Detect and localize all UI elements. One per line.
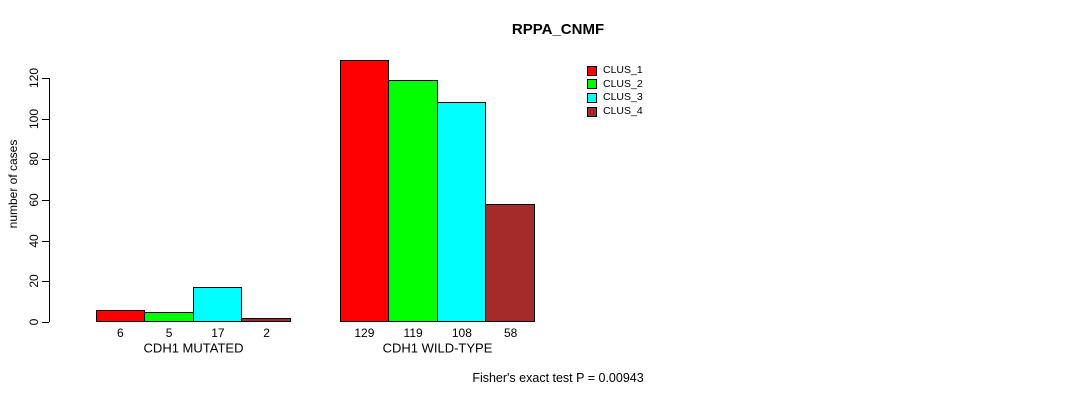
legend: CLUS_1 CLUS_2 CLUS_3 CLUS_4 — [587, 64, 643, 118]
bar-clus_2-group1 — [143, 311, 194, 322]
y-tick-label: 20 — [27, 274, 41, 289]
legend-item-label: CLUS_1 — [603, 64, 643, 77]
chart-title: RPPA_CNMF — [511, 21, 605, 38]
y-tick-mark — [42, 118, 49, 120]
legend-swatch-icon — [587, 92, 597, 103]
bar-value-label: 58 — [503, 326, 518, 340]
legend-swatch-icon — [587, 79, 597, 90]
legend-item: CLUS_2 — [587, 78, 643, 92]
bar-clus_4-group1 — [241, 317, 291, 322]
legend-swatch-icon — [587, 65, 597, 76]
bar-clus_2-group2 — [387, 80, 438, 322]
y-tick-label: 80 — [27, 152, 41, 167]
legend-item: CLUS_4 — [587, 105, 643, 119]
annotation-text: Fisher's exact test P = 0.00943 — [472, 371, 644, 385]
y-tick-label: 120 — [27, 67, 41, 89]
bar-value-label: 119 — [403, 326, 423, 340]
y-tick-mark — [42, 200, 49, 201]
legend-item-label: CLUS_3 — [603, 91, 643, 104]
bar-clus_1-group2 — [340, 59, 389, 322]
y-axis-label: number of cases — [6, 139, 20, 229]
y-axis-line — [49, 78, 50, 322]
legend-swatch-icon — [587, 106, 597, 117]
bar-value-label: 2 — [263, 326, 270, 340]
bar-clus_3-group1 — [192, 287, 243, 322]
y-tick-label: 60 — [27, 193, 41, 207]
bar-value-label: 17 — [211, 326, 225, 340]
y-tick-mark — [42, 240, 49, 242]
bar-value-label: 129 — [354, 326, 375, 340]
y-tick-label: 40 — [27, 233, 41, 248]
legend-item-label: CLUS_2 — [603, 77, 643, 90]
y-tick-label: 100 — [27, 108, 41, 129]
bar-clus_1-group1 — [96, 309, 145, 322]
y-tick-mark — [42, 322, 49, 323]
x-category-label: CDH1 MUTATED — [143, 340, 244, 356]
y-tick-mark — [42, 159, 49, 161]
y-tick-label: 0 — [27, 318, 41, 326]
x-category-label: CDH1 WILD-TYPE — [382, 340, 493, 356]
bar-value-label: 5 — [165, 326, 173, 340]
y-tick-mark — [42, 78, 49, 79]
bar-value-label: 108 — [451, 326, 472, 340]
bar-value-label: 6 — [117, 326, 124, 340]
y-tick-mark — [42, 281, 49, 283]
bar-clus_4-group2 — [485, 204, 535, 322]
bar-clus_3-group2 — [436, 102, 487, 322]
legend-item-label: CLUS_4 — [603, 105, 643, 118]
legend-item: CLUS_1 — [587, 64, 643, 78]
legend-item: CLUS_3 — [587, 91, 643, 105]
